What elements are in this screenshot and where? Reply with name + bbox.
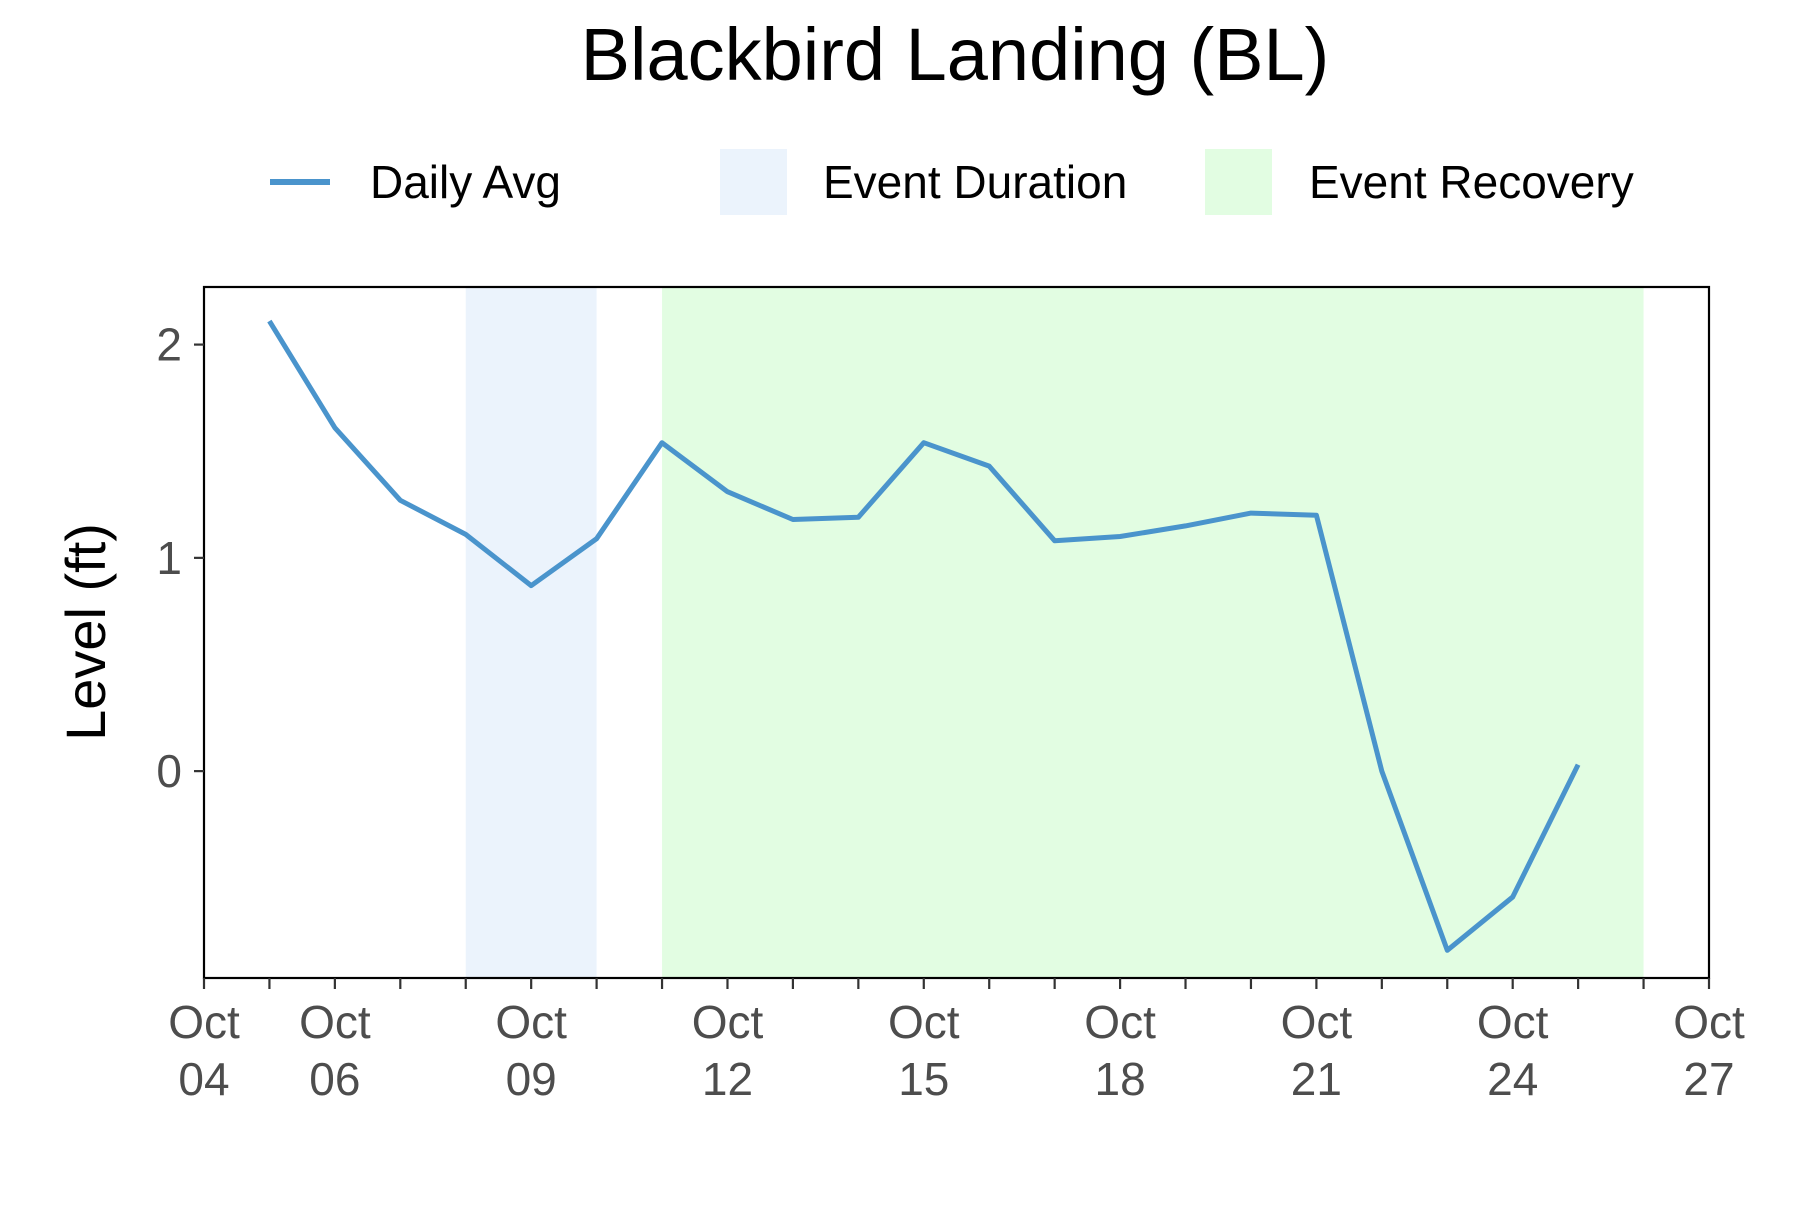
plot-border [202, 285, 1711, 980]
shaded-regions [465, 287, 1644, 978]
x-tick-label: Oct 18 [1084, 996, 1156, 1105]
y-tick-label: 1 [156, 532, 182, 584]
shaded-region-2 [662, 287, 1644, 978]
legend-key-fill [1205, 149, 1272, 215]
legend-label: Event Duration [823, 156, 1127, 208]
legend-label: Daily Avg [370, 156, 561, 208]
x-tick-label: Oct 06 [299, 996, 371, 1105]
x-tick-label: Oct 15 [888, 996, 960, 1105]
y-axis-label: Level (ft) [54, 523, 117, 741]
x-tick-label: Oct 27 [1673, 996, 1745, 1105]
legend-label: Event Recovery [1309, 156, 1634, 208]
x-tick-label: Oct 04 [168, 996, 240, 1105]
y-tick-label: 2 [156, 319, 182, 371]
legend: Daily Avg Event Duration Event Recovery [270, 149, 1634, 215]
shaded-region-1 [465, 287, 597, 978]
series-group [267, 319, 1581, 953]
x-tick-label: Oct 09 [495, 996, 567, 1105]
x-tick-label: Oct 12 [692, 996, 764, 1105]
chart-title: Blackbird Landing (BL) [581, 13, 1330, 96]
legend-key-fill [720, 149, 787, 215]
x-axis: Oct 04 Oct 06 Oct 09 Oct 12 Oct 15 Oct 18 Oct 21 Oct 24… [168, 978, 1745, 1105]
y-tick-label: 0 [156, 745, 182, 797]
y-axis: 0 1 2 [156, 319, 204, 797]
x-tick-label: Oct 21 [1281, 996, 1353, 1105]
x-tick-label: Oct 24 [1477, 996, 1549, 1105]
series-line-1 [267, 319, 1581, 953]
